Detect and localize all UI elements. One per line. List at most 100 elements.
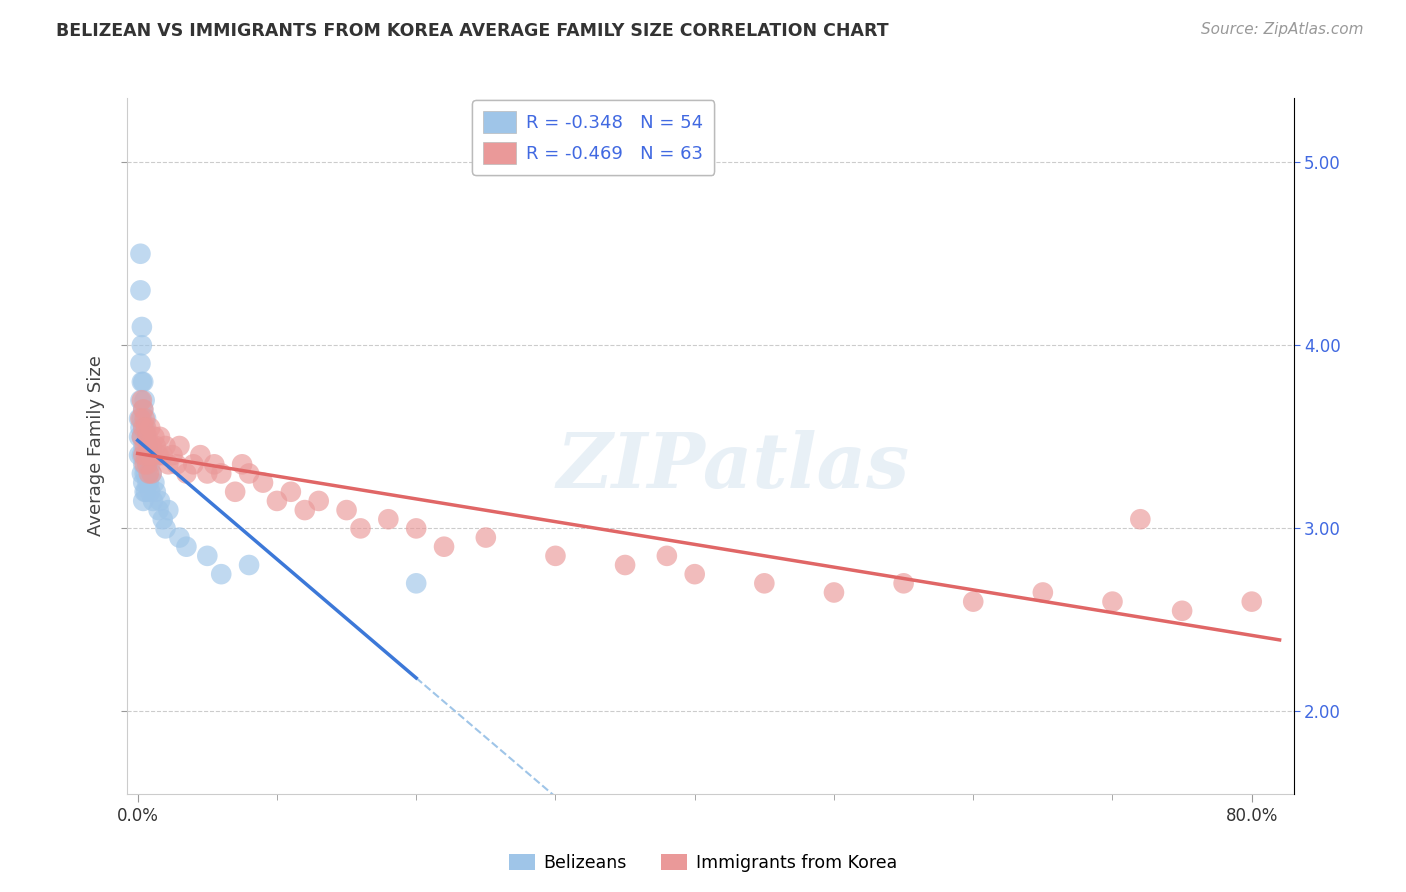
Point — [224, 484, 246, 499]
Point — [134, 411, 156, 425]
Point — [139, 484, 162, 499]
Point — [1240, 594, 1263, 608]
Point — [129, 420, 152, 434]
Point — [475, 531, 498, 545]
Point — [202, 458, 225, 472]
Point — [1129, 512, 1152, 526]
Point — [135, 430, 157, 444]
Point — [148, 503, 170, 517]
Point — [139, 458, 162, 472]
Point — [155, 521, 177, 535]
Point — [308, 494, 330, 508]
Point — [149, 430, 172, 444]
Point — [188, 448, 211, 462]
Point — [129, 411, 152, 425]
Point — [149, 494, 172, 508]
Legend: R = -0.348   N = 54, R = -0.469   N = 63: R = -0.348 N = 54, R = -0.469 N = 63 — [472, 100, 714, 175]
Point — [134, 448, 156, 462]
Point — [152, 448, 174, 462]
Point — [135, 484, 157, 499]
Point — [157, 503, 180, 517]
Point — [238, 467, 260, 481]
Point — [143, 475, 166, 490]
Point — [655, 549, 678, 563]
Text: Source: ZipAtlas.com: Source: ZipAtlas.com — [1201, 22, 1364, 37]
Point — [145, 484, 167, 499]
Point — [129, 393, 152, 408]
Point — [136, 430, 159, 444]
Point — [195, 467, 218, 481]
Point — [335, 503, 357, 517]
Point — [544, 549, 567, 563]
Point — [128, 448, 150, 462]
Point — [183, 458, 205, 472]
Point — [176, 467, 198, 481]
Point — [152, 512, 174, 526]
Point — [139, 420, 162, 434]
Point — [131, 411, 153, 425]
Point — [138, 448, 160, 462]
Point — [128, 430, 150, 444]
Point — [231, 458, 253, 472]
Point — [141, 439, 163, 453]
Point — [135, 420, 157, 434]
Text: ZIPatlas: ZIPatlas — [557, 430, 910, 504]
Point — [131, 467, 153, 481]
Point — [139, 448, 162, 462]
Point — [433, 540, 456, 554]
Point — [131, 448, 153, 462]
Point — [129, 284, 152, 298]
Point — [962, 594, 984, 608]
Point — [143, 430, 166, 444]
Point — [377, 512, 399, 526]
Legend: Belizeans, Immigrants from Korea: Belizeans, Immigrants from Korea — [502, 847, 904, 879]
Point — [134, 467, 156, 481]
Point — [405, 521, 427, 535]
Point — [1032, 585, 1054, 599]
Point — [145, 439, 167, 453]
Point — [135, 467, 157, 481]
Point — [280, 484, 302, 499]
Point — [169, 531, 191, 545]
Point — [142, 448, 165, 462]
Point — [132, 420, 155, 434]
Point — [266, 494, 288, 508]
Point — [176, 540, 198, 554]
Point — [131, 430, 153, 444]
Point — [131, 393, 153, 408]
Point — [349, 521, 371, 535]
Point — [148, 448, 170, 462]
Point — [131, 320, 153, 334]
Point — [1101, 594, 1123, 608]
Point — [209, 567, 232, 582]
Point — [136, 458, 159, 472]
Point — [132, 494, 155, 508]
Point — [405, 576, 427, 591]
Point — [132, 458, 155, 472]
Point — [614, 558, 637, 572]
Point — [134, 484, 156, 499]
Point — [136, 439, 159, 453]
Point — [142, 494, 165, 508]
Point — [169, 439, 191, 453]
Point — [157, 458, 180, 472]
Text: BELIZEAN VS IMMIGRANTS FROM KOREA AVERAGE FAMILY SIZE CORRELATION CHART: BELIZEAN VS IMMIGRANTS FROM KOREA AVERAG… — [56, 22, 889, 40]
Point — [1171, 604, 1194, 618]
Point — [136, 475, 159, 490]
Point — [129, 357, 152, 371]
Point — [131, 375, 153, 389]
Point — [135, 411, 157, 425]
Point — [138, 475, 160, 490]
Point — [155, 439, 177, 453]
Point — [141, 467, 163, 481]
Point — [134, 439, 156, 453]
Point — [754, 576, 776, 591]
Point — [893, 576, 915, 591]
Point — [132, 375, 155, 389]
Point — [132, 475, 155, 490]
Point — [238, 558, 260, 572]
Point — [132, 448, 155, 462]
Point — [166, 458, 188, 472]
Point — [132, 402, 155, 417]
Point — [131, 338, 153, 352]
